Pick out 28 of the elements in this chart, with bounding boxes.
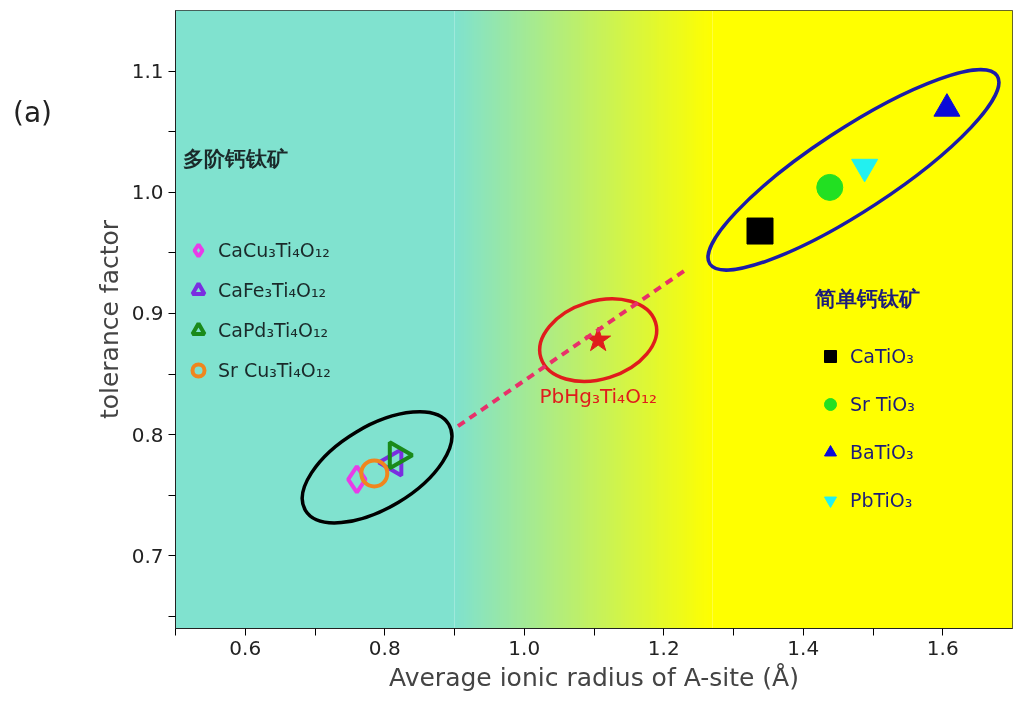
legend-label: BaTiO₃ xyxy=(850,441,914,463)
y-axis-title: tolerance factor xyxy=(94,219,124,420)
legend-label: Sr Cu₃Ti₄O₁₂ xyxy=(218,359,331,381)
point xyxy=(359,458,390,489)
legend-label: CaTiO₃ xyxy=(850,345,914,367)
y-tick-label: 0.7 xyxy=(131,543,164,568)
legend-label: CaPd₃Ti₄O₁₂ xyxy=(218,319,329,341)
x-tick-label: 1.0 xyxy=(508,635,541,660)
text: PbHg₃Ti₄O₁₂ xyxy=(539,384,657,409)
y-tick-label: 0.9 xyxy=(131,301,164,326)
x-tick-label: 0.6 xyxy=(229,635,262,660)
annotation: 多阶钙钛矿 xyxy=(183,146,289,172)
legend-label: CaFe₃Ti₄O₁₂ xyxy=(218,279,327,301)
point xyxy=(746,217,774,245)
y-tick-label: 1.1 xyxy=(131,59,164,84)
text: (a) xyxy=(13,95,53,131)
legend-label: Sr TiO₃ xyxy=(850,393,915,415)
x-tick-label: 1.6 xyxy=(926,635,959,660)
legend-label: CaCu₃Ti₄O₁₂ xyxy=(218,239,330,261)
x-axis-title: Average ionic radius of A-site (Å) xyxy=(389,662,799,692)
annotation: 简单钙钛矿 xyxy=(815,286,920,312)
x-tick-label: 1.2 xyxy=(647,635,680,660)
x-tick-label: 1.4 xyxy=(787,635,820,660)
x-tick-label: 0.8 xyxy=(368,635,401,660)
y-tick-label: 1.0 xyxy=(131,180,164,205)
legend-label: PbTiO₃ xyxy=(850,489,913,511)
point xyxy=(816,173,844,201)
y-tick-label: 0.8 xyxy=(131,422,164,447)
